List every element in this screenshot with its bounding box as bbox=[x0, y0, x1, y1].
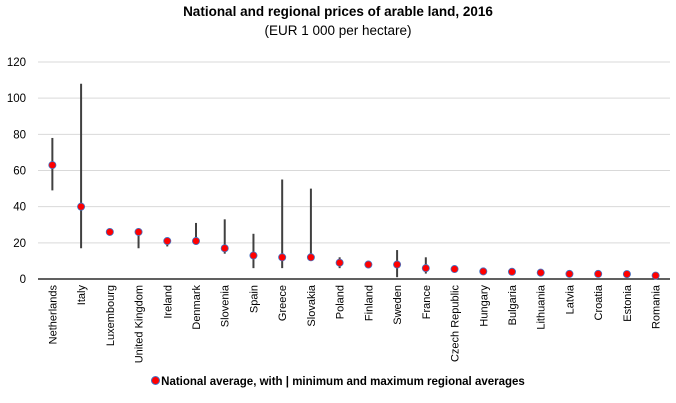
chart-legend: National average, with | minimum and max… bbox=[0, 376, 676, 388]
data-point bbox=[105, 227, 114, 236]
data-point bbox=[421, 264, 430, 273]
x-tick-label: Czech Republic bbox=[450, 285, 462, 363]
data-point bbox=[306, 253, 315, 262]
legend-label: National average, with | minimum and max… bbox=[161, 376, 525, 388]
x-tick-label: Luxembourg bbox=[105, 285, 117, 346]
data-point bbox=[393, 260, 402, 269]
x-tick-label: Poland bbox=[335, 285, 347, 319]
data-point bbox=[594, 269, 603, 278]
data-point bbox=[364, 260, 373, 269]
data-point bbox=[536, 268, 545, 277]
x-tick-label: Bulgaria bbox=[507, 284, 519, 325]
x-tick-label: Finland bbox=[363, 285, 375, 321]
x-tick-label: Greece bbox=[277, 285, 289, 321]
x-tick-label: Croatia bbox=[593, 284, 605, 320]
data-point bbox=[77, 202, 86, 211]
x-tick-label: Romania bbox=[651, 284, 663, 329]
data-point bbox=[622, 270, 631, 279]
x-tick-label: Latvia bbox=[564, 284, 576, 314]
x-tick-label: Denmark bbox=[191, 285, 203, 330]
data-point bbox=[278, 253, 287, 262]
data-point bbox=[191, 237, 200, 246]
y-tick-label: 20 bbox=[13, 238, 26, 250]
x-tick-label: France bbox=[421, 285, 433, 319]
data-point bbox=[163, 237, 172, 246]
x-tick-label: Estonia bbox=[622, 284, 634, 322]
data-point bbox=[450, 265, 459, 274]
y-tick-label: 100 bbox=[7, 93, 26, 105]
x-tick-label: United Kingdom bbox=[134, 285, 146, 363]
chart-title: National and regional prices of arable l… bbox=[183, 4, 493, 19]
x-tick-label: Sweden bbox=[392, 285, 404, 325]
x-tick-label: Hungary bbox=[478, 285, 490, 327]
data-point bbox=[220, 244, 229, 253]
data-point bbox=[479, 267, 488, 276]
data-point bbox=[249, 251, 258, 260]
data-point bbox=[651, 271, 660, 280]
x-tick-label: Slovakia bbox=[306, 284, 318, 326]
x-tick-label: Italy bbox=[76, 285, 88, 306]
x-tick-label: Lithuania bbox=[536, 284, 548, 330]
x-tick-label: Spain bbox=[248, 285, 260, 313]
x-tick-label: Ireland bbox=[162, 285, 174, 319]
data-point bbox=[134, 227, 143, 236]
y-tick-label: 0 bbox=[20, 274, 26, 286]
y-tick-label: 60 bbox=[13, 166, 26, 178]
x-tick-label: Netherlands bbox=[47, 285, 59, 345]
x-tick-label: Slovenia bbox=[220, 284, 232, 327]
chart-subtitle: (EUR 1 000 per hectare) bbox=[264, 23, 412, 38]
chart-plot: 0 20 40 60 80 100 120 Netherlands Italy Luxembour… bbox=[7, 57, 670, 363]
y-tick-label: 80 bbox=[13, 129, 26, 141]
y-tick-label: 120 bbox=[7, 57, 26, 69]
data-point bbox=[48, 161, 57, 170]
data-point bbox=[565, 269, 574, 278]
legend-marker-icon bbox=[151, 376, 161, 385]
data-point bbox=[335, 258, 344, 267]
y-tick-label: 40 bbox=[13, 202, 26, 214]
data-point bbox=[507, 267, 516, 276]
